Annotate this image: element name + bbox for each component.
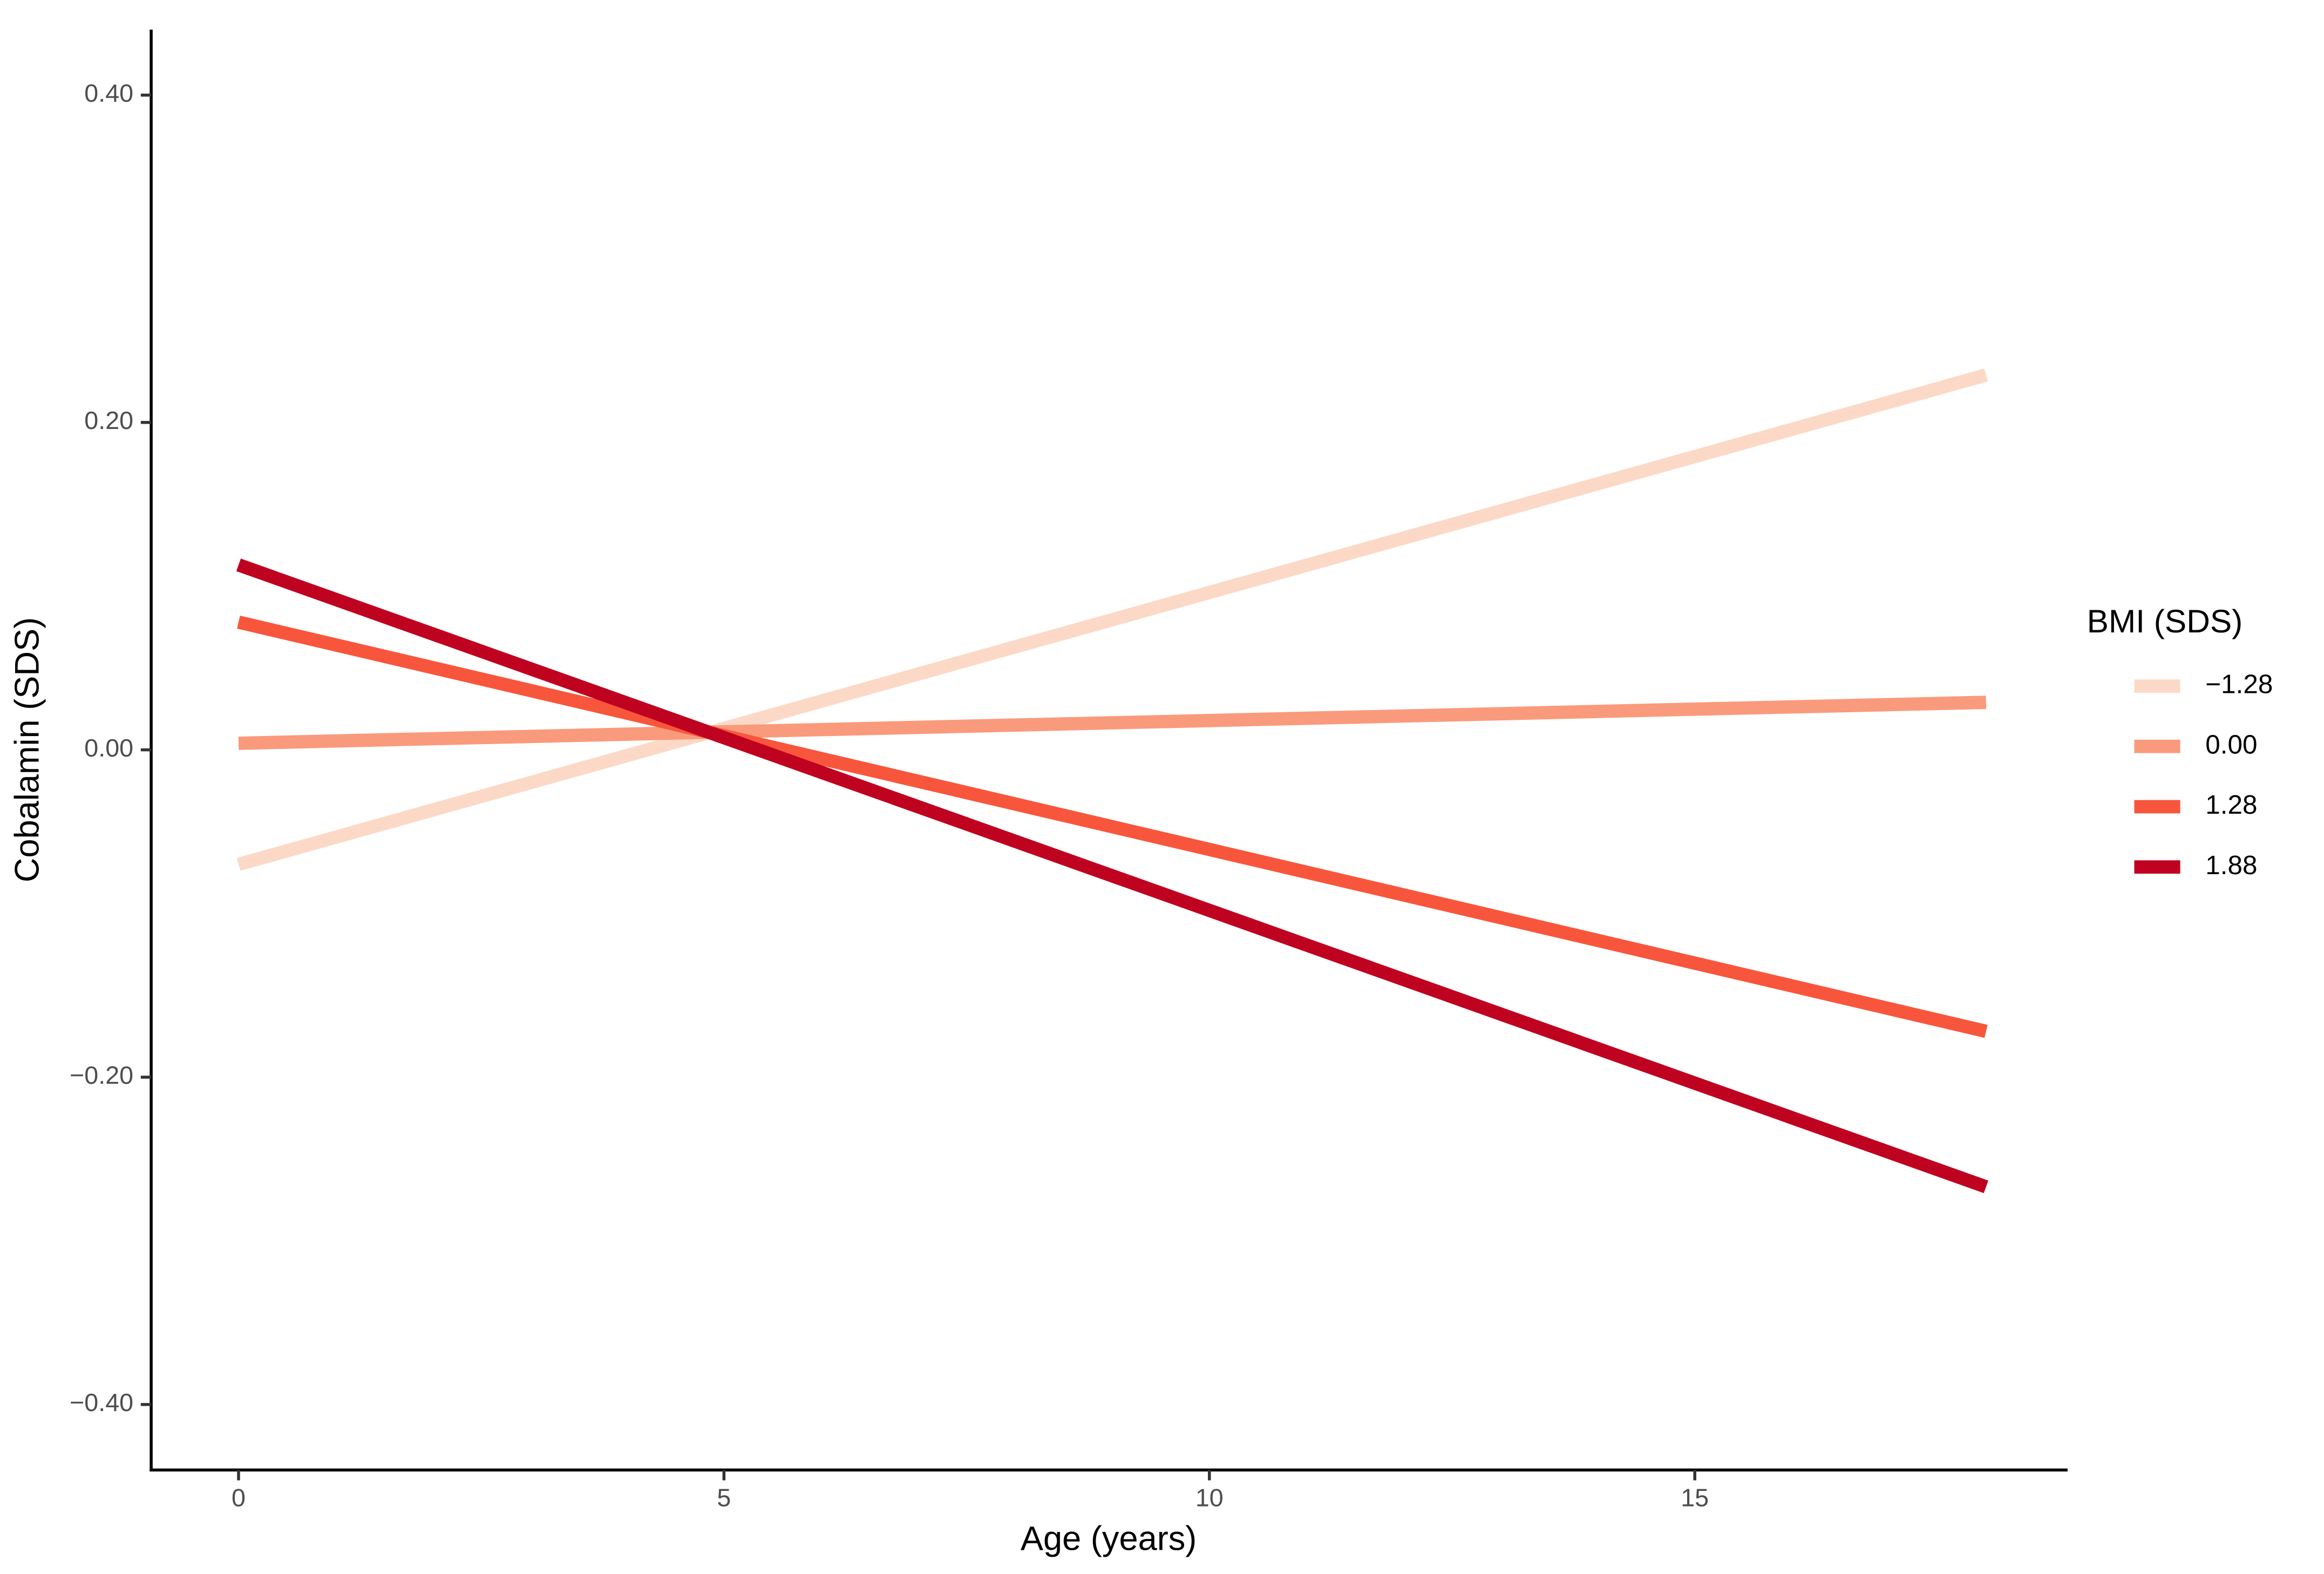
x-tick-label: 10: [1195, 1483, 1224, 1511]
x-axis-title: Age (years): [1021, 1520, 1197, 1558]
y-tick-label: 0.40: [84, 79, 133, 107]
line: [237, 615, 1988, 1038]
line: [236, 369, 1988, 871]
x-tick-label: 15: [1681, 1483, 1709, 1511]
y-tick-label: −0.20: [70, 1061, 133, 1089]
legend-label: 1.88: [2205, 850, 2257, 880]
x-tick-label: 0: [232, 1483, 246, 1511]
x-tick-label: 5: [717, 1483, 731, 1511]
legend-label: 1.28: [2205, 790, 2257, 820]
legend-title: BMI (SDS): [2087, 603, 2243, 639]
legend-label: 0.00: [2205, 730, 2257, 759]
line: [238, 696, 1987, 750]
legend-label: −1.28: [2205, 670, 2273, 699]
y-tick-label: 0.20: [84, 406, 133, 434]
y-axis-title: Cobalamin (SDS): [9, 617, 46, 882]
y-tick-label: 0.00: [84, 734, 133, 762]
y-tick-label: −0.40: [70, 1388, 133, 1416]
line: [236, 558, 1988, 1194]
